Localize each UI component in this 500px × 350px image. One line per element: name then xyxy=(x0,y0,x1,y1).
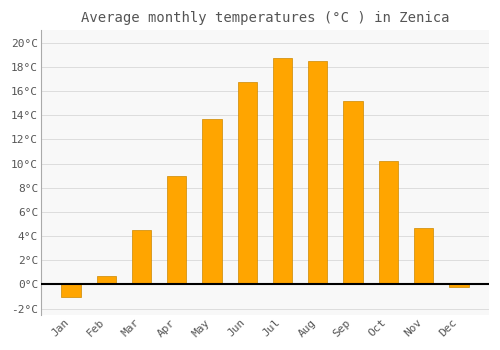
Bar xyxy=(96,276,116,285)
Bar xyxy=(132,230,151,285)
Bar xyxy=(62,285,80,296)
Bar xyxy=(449,285,468,287)
Bar xyxy=(378,161,398,285)
Bar xyxy=(202,119,222,285)
Bar xyxy=(273,58,292,285)
Bar xyxy=(344,100,362,285)
Bar xyxy=(238,83,257,285)
Bar xyxy=(414,228,434,285)
Bar xyxy=(167,176,186,285)
Bar xyxy=(308,61,328,285)
Title: Average monthly temperatures (°C ) in Zenica: Average monthly temperatures (°C ) in Ze… xyxy=(80,11,449,25)
